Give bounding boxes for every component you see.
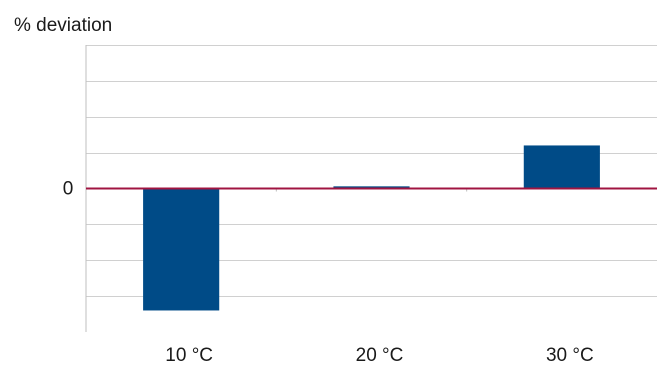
x-tick-labels: 10 °C 20 °C 30 °C [165,345,593,365]
bar-20c [333,186,410,189]
y-tick-label: 0 [63,179,74,200]
x-tick-label: 30 °C [546,345,594,365]
y-tick-labels: 0 [63,179,74,200]
bar-30c [523,145,600,189]
y-axis-label: % deviation [14,15,112,36]
bars [143,145,600,311]
bar-10c [143,188,220,311]
x-tick-label: 20 °C [356,345,404,365]
x-tick-label: 10 °C [165,345,213,365]
